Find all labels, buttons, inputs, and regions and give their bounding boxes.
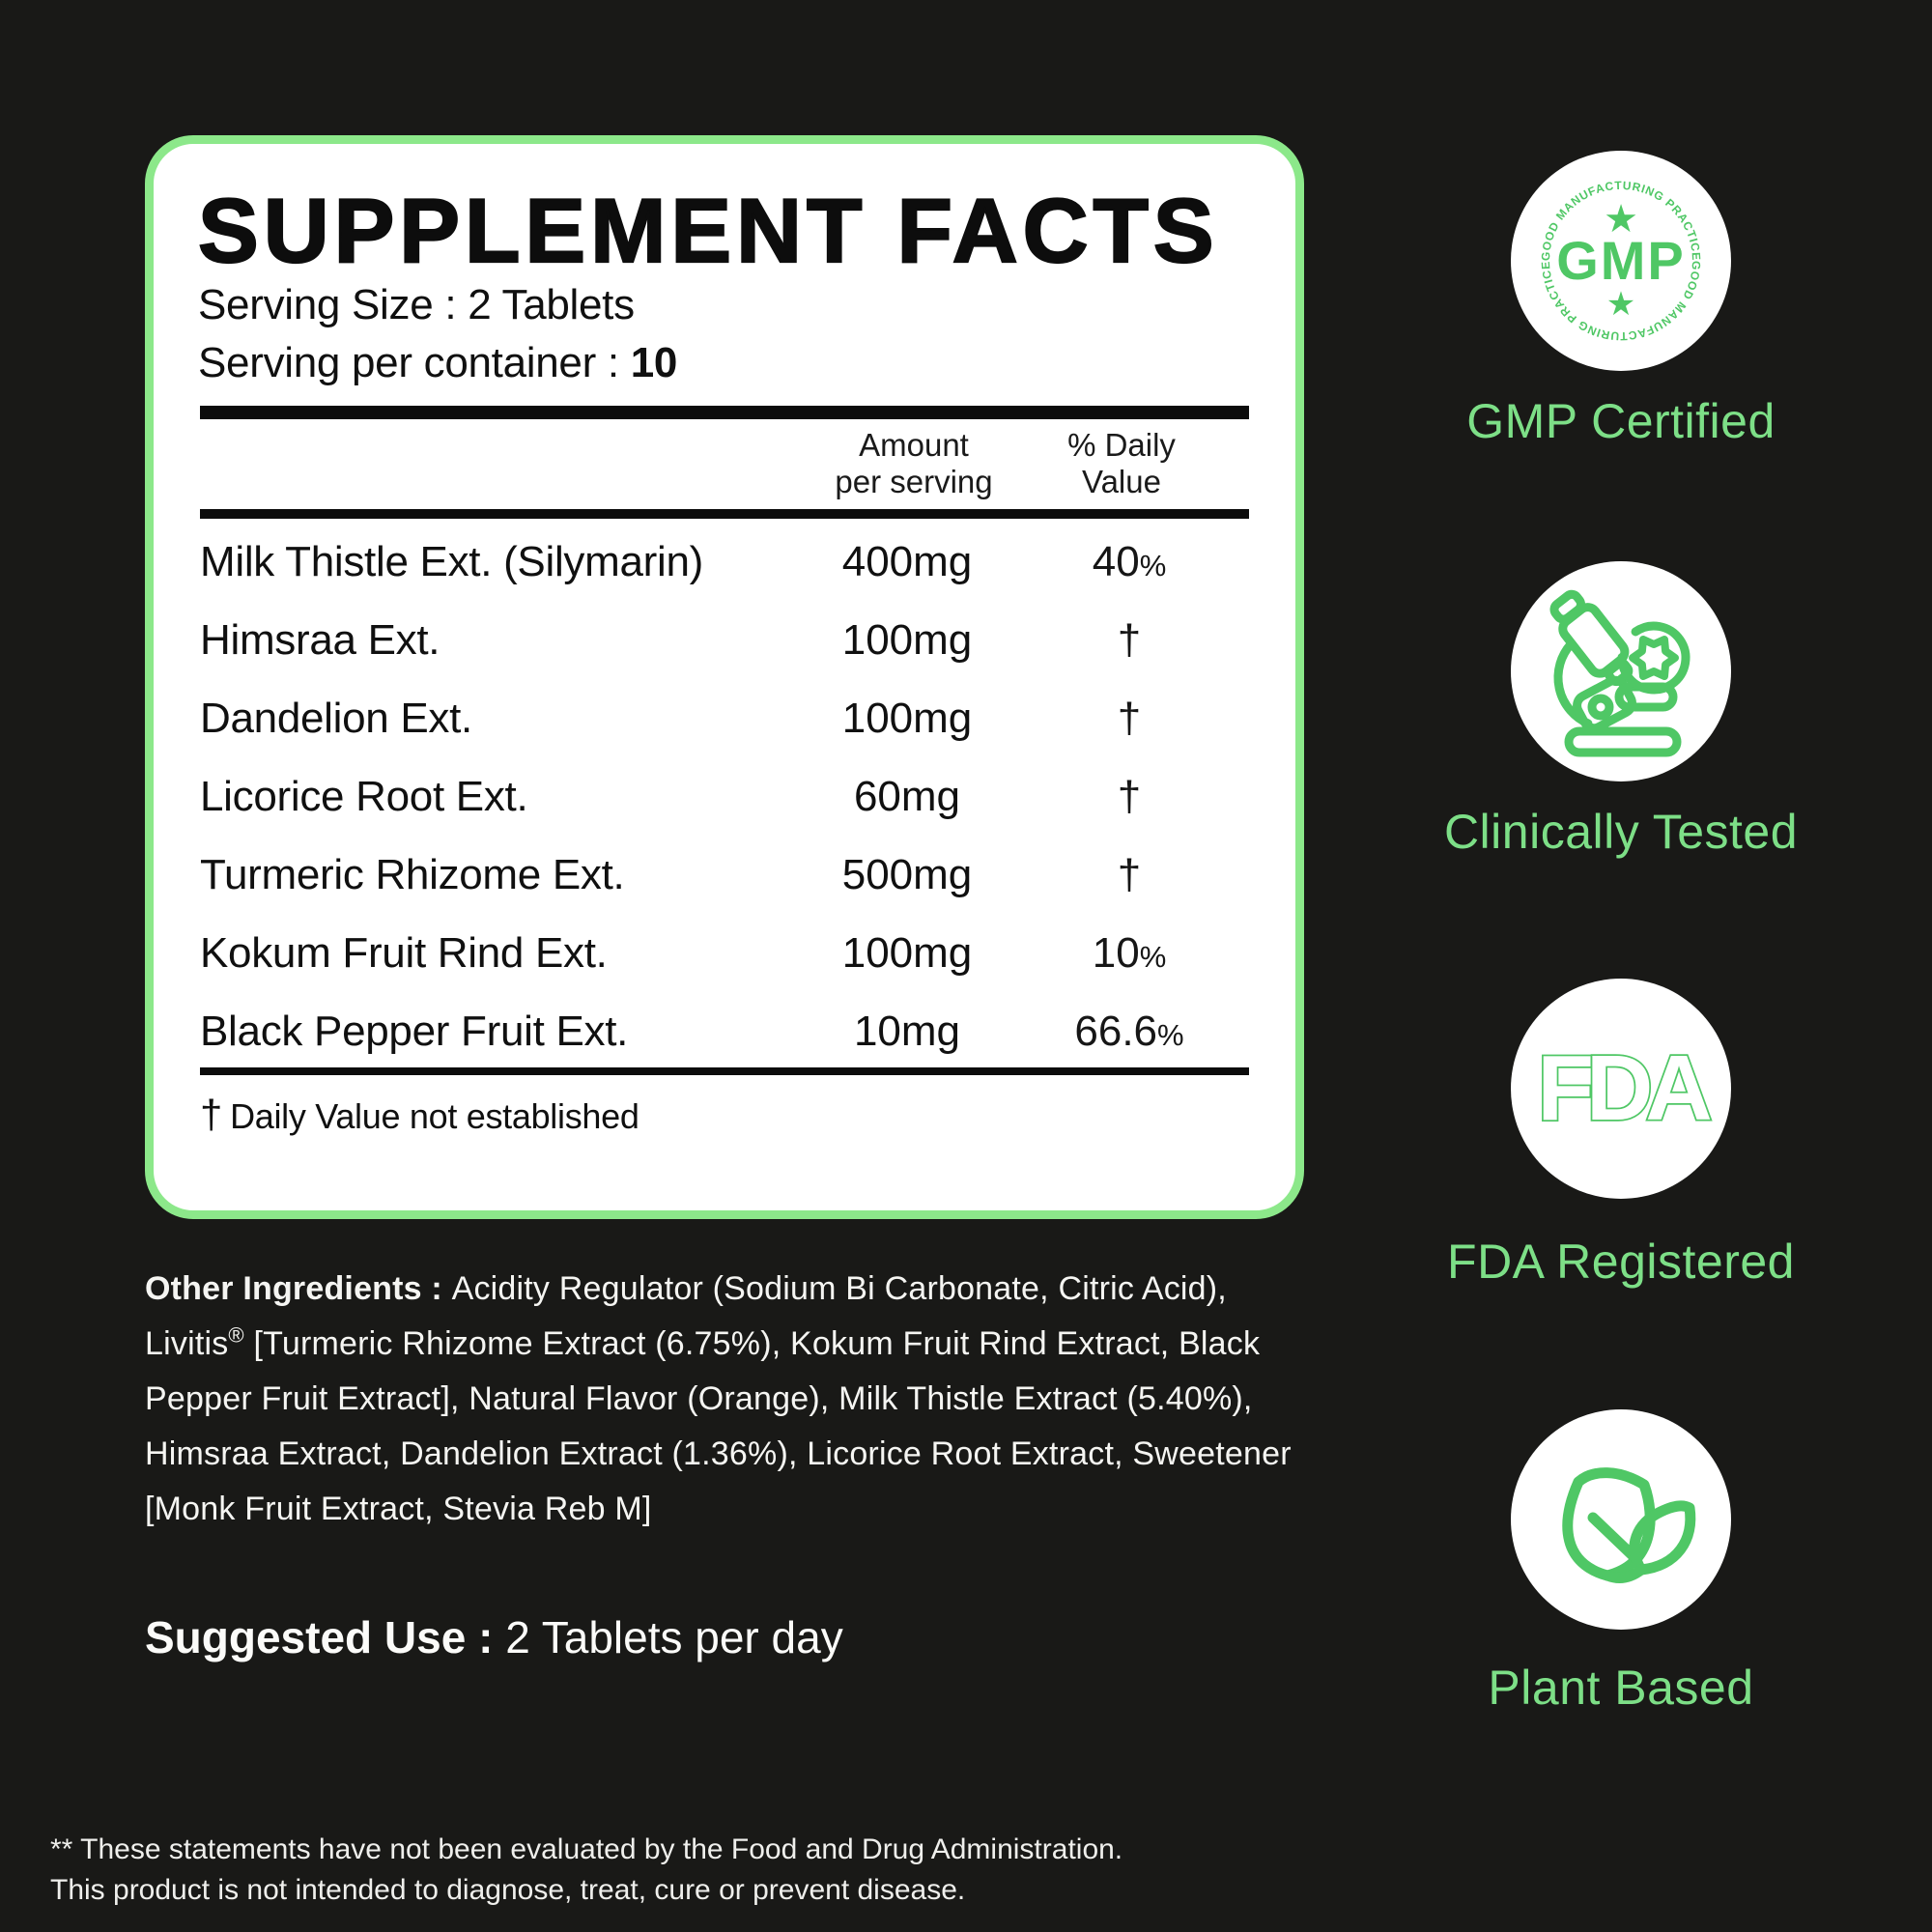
table-divider-header (200, 509, 1249, 519)
microscope-icon (1549, 589, 1690, 757)
seal-star-bottom: ★ (1606, 286, 1635, 323)
table-divider-bottom (200, 1067, 1249, 1075)
ingredient-daily-value: 40% (1092, 537, 1167, 585)
badge-label-plant-based: Plant Based (1488, 1661, 1754, 1715)
daily-value-footnote: † Daily Value not established (200, 1092, 639, 1137)
table-row: Dandelion Ext. 100mg † (200, 679, 1249, 757)
badge-label-clinically-tested: Clinically Tested (1443, 805, 1799, 859)
other-ingredients-label: Other Ingredients : (145, 1270, 452, 1307)
seal-star-top: ★ (1604, 198, 1638, 241)
ingredient-daily-value: 66.6% (1074, 1007, 1184, 1055)
panel-title: SUPPLEMENT FACTS (197, 180, 1219, 281)
serving-size-value: 2 Tablets (468, 281, 635, 328)
gmp-badge-circle: GOOD MANUFACTURING PRACTICE GOOD MANUFAC… (1511, 151, 1731, 371)
table-row: Kokum Fruit Rind Ext. 100mg 10% (200, 914, 1249, 992)
serving-container-label: Serving per container : (198, 339, 631, 386)
badge-label-gmp-certified: GMP Certified (1466, 394, 1776, 448)
table-row: Himsraa Ext. 100mg † (200, 601, 1249, 679)
ingredient-name: Milk Thistle Ext. (Silymarin) (200, 537, 703, 585)
ingredient-daily-value: † (1117, 850, 1142, 898)
suggested-use-line: Suggested Use : 2 Tablets per day (145, 1611, 843, 1663)
gmp-seal-icon: GOOD MANUFACTURING PRACTICE GOOD MANUFAC… (1539, 179, 1702, 343)
serving-container-line: Serving per container : 10 (198, 339, 677, 387)
suggested-use-label: Suggested Use : (145, 1612, 506, 1662)
ingredient-name: Dandelion Ext. (200, 694, 472, 742)
ingredient-name: Turmeric Rhizome Ext. (200, 850, 625, 898)
ingredient-daily-value: 10% (1092, 928, 1167, 977)
serving-size-line: Serving Size : 2 Tablets (198, 281, 635, 329)
ingredient-daily-value: † (1117, 772, 1142, 820)
disclaimer-line-2: This product is not intended to diagnose… (50, 1874, 966, 1906)
other-ingredients-paragraph: Other Ingredients : Acidity Regulator (S… (145, 1270, 1292, 1527)
clinically-tested-badge-circle (1511, 561, 1731, 781)
ingredient-amount: 400mg (841, 537, 973, 585)
leaves-icon (1562, 1467, 1696, 1583)
ingredient-name: Licorice Root Ext. (200, 772, 528, 820)
ingredient-table: Milk Thistle Ext. (Silymarin) 400mg 40% … (200, 523, 1249, 1070)
badge-label-fda-registered: FDA Registered (1447, 1235, 1795, 1289)
disclaimer-line-1: ** These statements have not been evalua… (50, 1833, 1123, 1865)
suggested-use-value: 2 Tablets per day (505, 1612, 843, 1662)
table-divider-thick (200, 406, 1249, 419)
ingredient-daily-value: † (1117, 615, 1142, 664)
ingredient-amount: 100mg (841, 694, 973, 742)
column-header-daily-value: % Daily Value (1067, 427, 1176, 499)
table-row: Turmeric Rhizome Ext. 500mg † (200, 836, 1249, 914)
ingredient-amount: 10mg (853, 1007, 961, 1055)
ingredient-amount: 100mg (841, 615, 973, 664)
ingredient-name: Black Pepper Fruit Ext. (200, 1007, 629, 1055)
ingredient-amount: 500mg (841, 850, 973, 898)
ingredient-amount: 60mg (853, 772, 961, 820)
serving-size-label: Serving Size : (198, 281, 469, 328)
fda-logo-icon: FDA (1536, 1035, 1719, 1142)
table-row: Licorice Root Ext. 60mg † (200, 757, 1249, 836)
seal-center-text: GMP (1556, 230, 1686, 291)
dagger-symbol: † (200, 1092, 223, 1137)
registered-trademark-mark: ® (228, 1322, 244, 1348)
fda-disclaimer: ** These statements have not been evalua… (50, 1830, 1122, 1911)
svg-text:FDA: FDA (1537, 1037, 1710, 1140)
fda-badge-circle: FDA (1511, 979, 1731, 1199)
column-header-amount: Amount per serving (835, 427, 993, 499)
ingredient-daily-value: † (1117, 694, 1142, 742)
ingredient-amount: 100mg (841, 928, 973, 977)
supplement-facts-panel (145, 135, 1304, 1219)
table-row: Milk Thistle Ext. (Silymarin) 400mg 40% (200, 523, 1249, 601)
ingredient-name: Himsraa Ext. (200, 615, 440, 664)
plant-based-badge-circle (1511, 1409, 1731, 1630)
ingredient-name: Kokum Fruit Rind Ext. (200, 928, 608, 977)
table-row: Black Pepper Fruit Ext. 10mg 66.6% (200, 992, 1249, 1070)
serving-container-value: 10 (630, 339, 678, 386)
brand-name: Livitis (145, 1325, 229, 1362)
